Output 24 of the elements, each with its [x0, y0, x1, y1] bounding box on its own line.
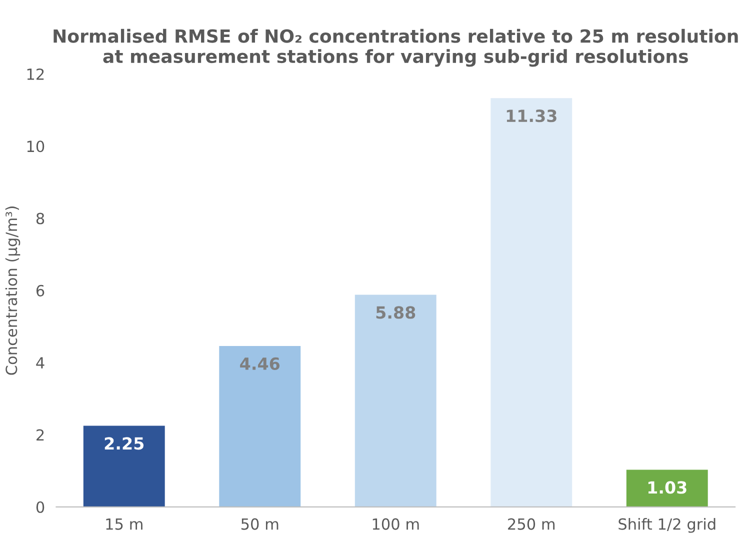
bar — [490, 98, 572, 507]
y-tick-label: 8 — [36, 212, 44, 224]
y-tick-label: 12 — [27, 68, 44, 80]
y-tick-label: 10 — [27, 140, 44, 152]
chart-title: Normalised RMSE of NO₂ concentrations relative to 25 m resolution at measurement stations for varying sub-grid resolutions — [54, 28, 738, 67]
y-tick-label: 2 — [36, 429, 44, 441]
bar — [219, 346, 301, 507]
data-label: 5.88 — [376, 306, 416, 319]
x-tick-label: Shift 1/2 grid — [618, 518, 716, 533]
bar — [354, 294, 436, 507]
data-label: 4.46 — [240, 357, 280, 370]
x-tick-label: 15 m — [106, 518, 142, 530]
x-tick-label: 100 m — [372, 518, 419, 530]
y-tick-label: 6 — [36, 284, 44, 296]
data-label: 1.03 — [648, 481, 686, 494]
data-label: 2.25 — [104, 437, 144, 450]
y-axis-title: Concentration (µg/m³) — [5, 206, 20, 375]
x-tick-label: 50 m — [241, 518, 278, 530]
y-tick-label: 4 — [36, 357, 44, 368]
bar — [626, 470, 708, 507]
y-tick-label: 0 — [36, 501, 44, 513]
bar — [83, 426, 165, 507]
data-label: 11.33 — [506, 110, 556, 122]
x-tick-label: 250 m — [508, 518, 555, 530]
